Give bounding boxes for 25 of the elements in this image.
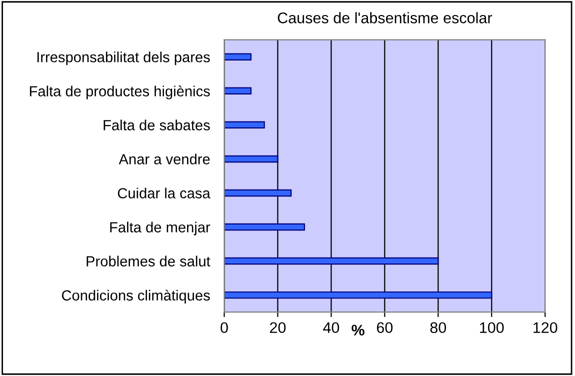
bar: [224, 257, 439, 265]
x-tick-label: 40: [323, 322, 340, 334]
bar: [224, 189, 292, 197]
bar: [224, 87, 252, 95]
x-tick-label: 0: [220, 322, 228, 334]
y-tick-label: Falta de sabates: [104, 120, 210, 130]
y-tick-label: Condicions climàtiques: [62, 290, 210, 304]
y-tick-label: Irresponsabilitat dels pares: [37, 52, 210, 66]
x-tick-label: 80: [430, 322, 446, 334]
bar: [224, 53, 252, 60]
bar: [224, 155, 278, 163]
y-tick-label: Falta de productes higiènics: [30, 86, 210, 100]
x-tick-label: 60: [376, 322, 393, 334]
y-tick-label: Falta de menjar: [110, 222, 210, 236]
x-tick-label: 120: [534, 322, 558, 334]
x-tick-label: 20: [270, 322, 286, 334]
y-tick-label: Problemes de salut: [86, 256, 210, 266]
bar: [224, 223, 306, 231]
y-tick-label: Cuidar la casa: [118, 188, 210, 198]
x-tick-label: 100: [480, 322, 504, 334]
y-tick-label: Anar a vendre: [118, 154, 210, 164]
bar: [224, 291, 492, 299]
bar: [224, 121, 265, 129]
chart-title: Causes de l'absentisme escolar: [278, 12, 492, 24]
x-axis-title: %: [352, 324, 364, 336]
